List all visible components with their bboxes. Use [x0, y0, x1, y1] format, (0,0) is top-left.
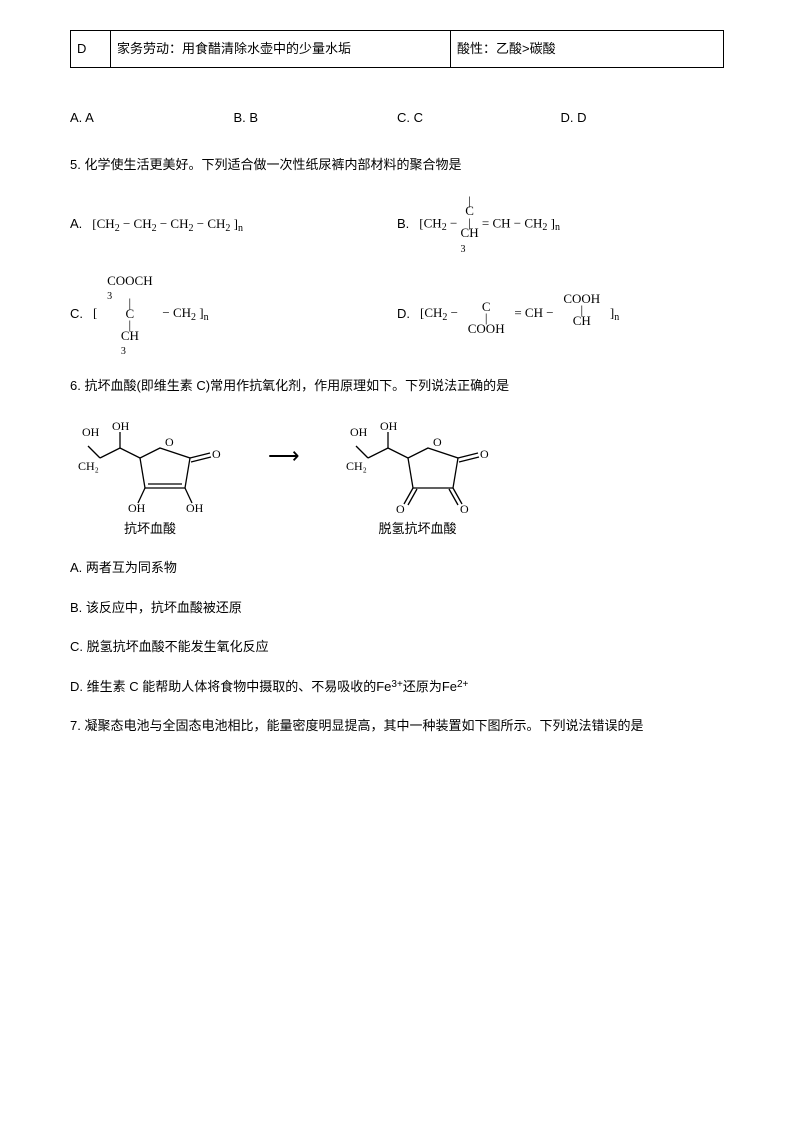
cell-principle: 酸性：乙酸>碳酸 — [451, 31, 724, 68]
opt-b: B. B — [234, 108, 398, 128]
svg-text:OH: OH — [186, 501, 204, 513]
q5-opt-c: C. [ COOCH3|C|CH3 − CH2 ]n — [70, 274, 397, 354]
svg-text:OH: OH — [128, 501, 146, 513]
opt-label: D. — [397, 304, 410, 324]
q5-opt-d: D. [CH2 − C|COOH = CH − COOH|CH ]n — [397, 274, 724, 354]
opt-a: A. A — [70, 108, 234, 128]
cell-activity: 家务劳动：用食醋清除水壶中的少量水垢 — [111, 31, 451, 68]
mol-dehydroascorbic: OH OH CH₂ O O O O 脱氢抗坏血酸 — [338, 418, 498, 539]
svg-text:OH: OH — [82, 425, 100, 439]
table-row: D 家务劳动：用食醋清除水壶中的少量水垢 酸性：乙酸>碳酸 — [71, 31, 724, 68]
formula-b: [CH2 − |C|CH3 = CH − CH2 ]n — [419, 197, 560, 252]
opt-c: C. C — [397, 108, 561, 128]
mol-ascorbic: OH OH CH₂ O O OH OH 抗坏血酸 — [70, 418, 230, 539]
q5-opt-b: B. [CH2 − |C|CH3 = CH − CH2 ]n — [397, 197, 724, 252]
opt-label: A. — [70, 214, 82, 234]
svg-text:O: O — [165, 435, 174, 449]
q6-opt-a: A. 两者互为同系物 — [70, 558, 724, 578]
svg-text:OH: OH — [380, 419, 398, 433]
opt-label: C. — [70, 304, 83, 324]
opt-d: D. D — [561, 108, 725, 128]
q6-opt-d: D. 维生素 C 能帮助人体将食物中摄取的、不易吸收的Fe3+还原为Fe2+ — [70, 677, 724, 697]
opt-label: B. — [397, 214, 409, 234]
q5-opt-a: A. [CH2 − CH2 − CH2 − CH2 ]n — [70, 197, 397, 252]
svg-text:O: O — [460, 502, 469, 513]
reaction-arrow-icon: ⟶ — [268, 439, 300, 472]
svg-text:CH₂: CH₂ — [78, 459, 99, 473]
formula-c: [ COOCH3|C|CH3 − CH2 ]n — [93, 274, 209, 354]
cell-letter: D — [71, 31, 111, 68]
dehydroascorbic-acid-structure: OH OH CH₂ O O O O — [338, 418, 498, 513]
q5-text: 5. 化学使生活更美好。下列适合做一次性纸尿裤内部材料的聚合物是 — [70, 155, 724, 175]
svg-text:O: O — [433, 435, 442, 449]
ascorbic-acid-structure: OH OH CH₂ O O OH OH — [70, 418, 230, 513]
q6-text: 6. 抗坏血酸(即维生素 C)常用作抗氧化剂，作用原理如下。下列说法正确的是 — [70, 376, 724, 396]
q6-opt-b: B. 该反应中，抗坏血酸被还原 — [70, 598, 724, 618]
q5-formulas: A. [CH2 − CH2 − CH2 − CH2 ]n B. [CH2 − |… — [70, 197, 724, 355]
q7-text: 7. 凝聚态电池与全固态电池相比，能量密度明显提高，其中一种装置如下图所示。下列… — [70, 716, 724, 736]
svg-text:CH₂: CH₂ — [346, 459, 367, 473]
svg-text:O: O — [396, 502, 405, 513]
option-d-table: D 家务劳动：用食醋清除水壶中的少量水垢 酸性：乙酸>碳酸 — [70, 30, 724, 68]
svg-text:O: O — [480, 447, 489, 461]
mol1-label: 抗坏血酸 — [124, 519, 176, 539]
svg-text:O: O — [212, 447, 221, 461]
svg-text:OH: OH — [350, 425, 368, 439]
q6-reaction: OH OH CH₂ O O OH OH 抗坏血酸 ⟶ — [70, 418, 724, 539]
q4-option-row: A. A B. B C. C D. D — [70, 108, 724, 128]
q6-options: A. 两者互为同系物 B. 该反应中，抗坏血酸被还原 C. 脱氢抗坏血酸不能发生… — [70, 558, 724, 696]
svg-text:OH: OH — [112, 419, 130, 433]
formula-d: [CH2 − C|COOH = CH − COOH|CH ]n — [420, 292, 619, 336]
q6-opt-c: C. 脱氢抗坏血酸不能发生氧化反应 — [70, 637, 724, 657]
formula-a: [CH2 − CH2 − CH2 − CH2 ]n — [92, 214, 243, 234]
mol2-label: 脱氢抗坏血酸 — [379, 519, 457, 539]
